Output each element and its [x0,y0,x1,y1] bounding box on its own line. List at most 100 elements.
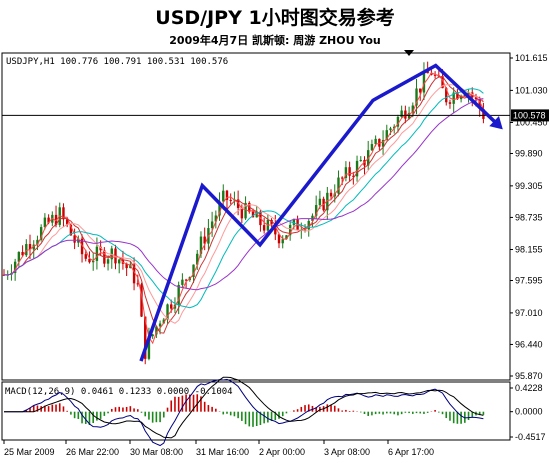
price-tick-label: 99.890 [515,148,543,158]
macd-signal-line [4,376,484,439]
candle-body [355,160,359,177]
macd-tick-label: 0.4228 [515,383,543,393]
candle-body [91,260,95,263]
candle-body [482,109,485,119]
candle-body [415,88,418,106]
price-tick-label: 100.450 [515,117,548,127]
macd-axis: 0.4228 0.0000 -0.4517 [510,383,546,442]
candle-body [88,258,91,263]
candle-body [448,102,452,104]
candle-body [381,140,385,147]
candle-body [99,246,102,251]
candle-body [359,159,362,161]
price-tick-label: 95.870 [515,371,543,381]
candle-body [125,263,128,269]
candle-body [47,217,50,223]
candle-body [441,76,444,89]
candle-body [288,224,292,236]
candle-body [326,192,329,211]
macd-tick-label: 0.0000 [515,407,543,417]
candle-body [281,239,284,244]
time-tick-label: 30 Mar 08:00 [130,447,183,457]
candle-body [285,235,288,240]
candle-body [181,279,184,285]
candle-body [337,177,340,194]
candle-body [352,175,355,177]
candle-body [344,167,348,178]
moving-average-line [3,88,484,309]
candle-body [422,70,426,93]
candle-body [262,225,266,231]
price-tick-label: 101.615 [515,53,548,63]
candle-body [151,334,154,337]
candle-body [210,221,214,229]
candle-body [478,99,481,110]
time-tick-label: 26 Mar 22:00 [66,447,119,457]
candle-body [73,235,76,243]
moving-average-line [3,75,484,334]
candle-body [229,199,232,201]
time-tick-label: 3 Apr 08:00 [324,447,370,457]
candle-body [404,110,407,119]
trend-arrow-icon [489,116,503,130]
candle-body [445,88,448,103]
candle-body [69,224,73,236]
candle-body [32,244,35,250]
candle-body [80,238,84,255]
chart-subtitle: 2009年4月7日 凯斯顿: 周游 ZHOU You [169,33,380,47]
current-price-label: 100.578 [513,110,546,120]
candle-body [62,207,65,220]
candle-body [277,234,281,244]
candle-body [459,96,463,100]
candle-body [196,253,199,265]
moving-average-line [3,72,484,345]
candle-body [389,128,392,131]
time-tick-label: 31 Mar 16:00 [196,447,249,457]
price-tick-label: 96.440 [515,339,543,349]
candle-body [65,219,69,225]
candle-body [199,236,203,254]
candle-body [456,92,459,100]
candle-body [155,326,158,335]
candle-body [307,220,310,230]
time-tick-label: 6 Apr 17:00 [388,447,434,457]
current-price-box [511,109,549,122]
price-tick-label: 98.155 [515,245,543,255]
candle-body [236,199,240,209]
candle-body [28,244,32,250]
candle-body [25,244,28,256]
time-tick-label: 25 Mar 2009 [4,447,55,457]
price-tick-label: 101.030 [515,85,548,95]
candle-body [36,239,39,245]
candle-body [393,126,396,129]
candle-body [452,92,455,104]
candle-body [43,217,47,228]
symbol-label: USDJPY,H1 100.776 100.791 100.531 100.57… [6,57,228,67]
candle-body [17,251,21,262]
candle-body [240,208,244,219]
candle-body [222,190,225,202]
candle-body [292,219,296,225]
price-series: 100.578 [2,61,549,365]
candle-body [318,198,322,206]
candle-body [225,190,229,200]
macd-line [4,378,484,447]
candle-body [370,144,374,151]
candle-body [214,215,218,222]
candle-body [144,316,147,359]
candle-body [2,274,6,276]
candle-body [177,284,180,305]
candle-body [162,319,166,324]
candle-body [54,214,58,225]
shift-marker-icon[interactable] [404,50,414,56]
candle-body [396,116,400,127]
macd-series [4,376,485,447]
candle-body [84,254,87,259]
candle-body [203,236,206,244]
candle-body [192,264,195,278]
macd-tick-label: -0.4517 [515,432,546,442]
candle-body [411,105,414,113]
candle-body [274,223,277,235]
candle-body [184,279,188,281]
